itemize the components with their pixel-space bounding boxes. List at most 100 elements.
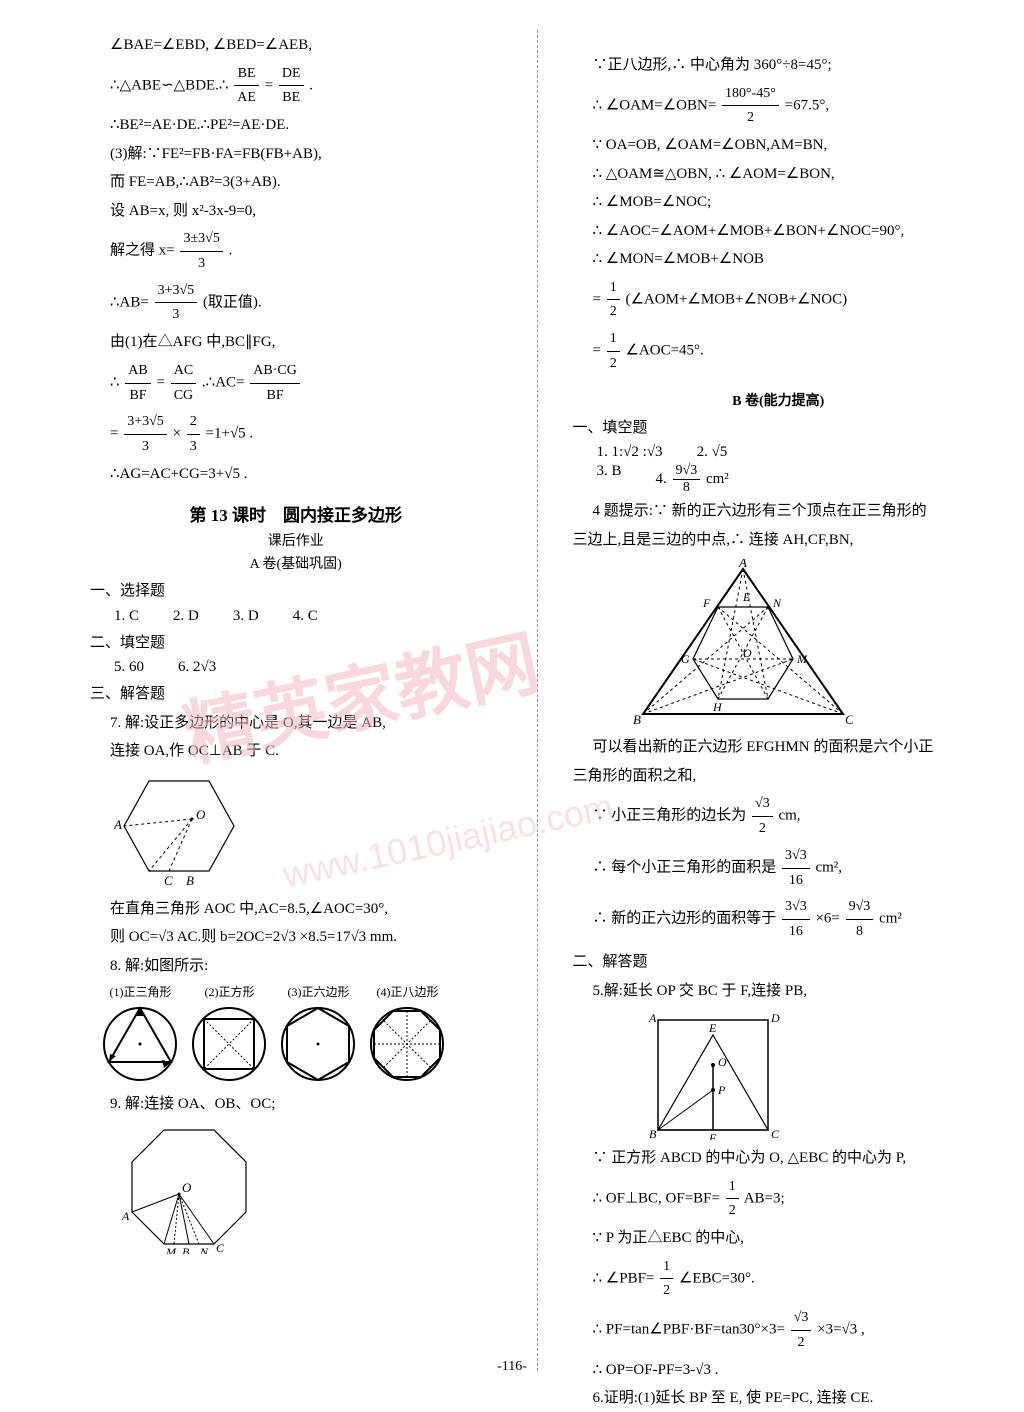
page-container: ∠BAE=∠EBD, ∠BED=∠AEB, ∴△ABE∽△BDE.∴ BEAE … — [0, 0, 1024, 1391]
text-line: 设 AB=x, 则 x²-3x-9=0, — [90, 199, 502, 225]
t: = — [157, 375, 165, 391]
t: . — [309, 77, 313, 93]
t: × — [173, 426, 185, 442]
text-line: ∴ 每个小正三角形的面积是 3√316 cm², — [573, 844, 985, 893]
text-line: (3)解:∵FE²=FB·FA=FB(FB+AB), — [90, 142, 502, 168]
fraction: 12 — [726, 1175, 739, 1224]
text-line: 解之得 x= 3±3√53 . — [90, 227, 502, 276]
t: (取正值). — [203, 294, 262, 310]
text-line: ∵ 小正三角形的边长为 √32 cm, — [573, 792, 985, 841]
t: ∴AB= — [110, 294, 149, 310]
lesson-subtitle: A 卷(基础巩固) — [90, 553, 502, 573]
fraction: ABBF — [125, 359, 150, 408]
text-line: 由(1)在△AFG 中,BC∥FG, — [90, 330, 502, 356]
text-line: 可以看出新的正六边形 EFGHMN 的面积是六个小正 — [573, 735, 985, 761]
svg-text:G: G — [681, 652, 690, 666]
answer: 2. D — [173, 608, 199, 625]
answer-row: 5. 60 6. 2√3 — [90, 659, 502, 676]
t: = — [593, 291, 601, 307]
t: ∴△ABE∽△BDE.∴ — [110, 77, 228, 93]
text-line: 则 OC=√3 AC.则 b=2OC=2√3 ×8.5=17√3 mm. — [90, 925, 502, 951]
fraction: 12 — [660, 1255, 673, 1304]
fraction: 9√38 — [846, 895, 874, 944]
text-line: ∴ ∠MON=∠MOB+∠NOB — [573, 247, 985, 273]
shape-triangle: (1)正三角形 — [98, 983, 183, 1082]
text-line: ∵ OA=OB, ∠OAM=∠OBN,AM=BN, — [573, 133, 985, 159]
shape-square: (2)正方形 — [187, 983, 272, 1082]
text-line: = 3+3√53 × 23 =1+√5 . — [90, 410, 502, 459]
answer: 4. C — [293, 608, 318, 625]
t: AB=3; — [744, 1190, 785, 1206]
svg-text:A: A — [121, 1209, 130, 1223]
shape-octagon: (4)正八边形 — [365, 983, 450, 1082]
b-title: B 卷(能力提高) — [573, 390, 985, 410]
svg-text:P: P — [717, 1083, 726, 1097]
fraction: BEAE — [234, 62, 259, 111]
t: 解之得 x= — [110, 243, 175, 259]
fraction: DEBE — [279, 62, 304, 111]
fraction: √32 — [791, 1306, 812, 1355]
figure-hexagon: O A C B — [114, 771, 502, 891]
fraction: 3+3√53 — [155, 279, 198, 328]
svg-text:A: A — [738, 559, 747, 570]
figure-octagon: O A M B N C — [114, 1124, 502, 1254]
answer: 5. 60 — [114, 659, 144, 676]
right-column: ∵正八边形,∴ 中心角为 360°÷8=45°; ∴ ∠OAM=∠OBN= 18… — [573, 30, 985, 1371]
svg-text:C: C — [771, 1127, 780, 1140]
svg-text:B: B — [182, 1245, 190, 1254]
answer-row: 3. B 4. 9√38 cm² — [573, 463, 985, 496]
text-line: ∴ △OAM≅△OBN, ∴ ∠AOM=∠BON, — [573, 162, 985, 188]
svg-text:B: B — [633, 712, 641, 727]
t: (∠AOM+∠MOB+∠NOB+∠NOC) — [625, 291, 847, 307]
svg-text:A: A — [114, 817, 122, 832]
svg-text:M: M — [796, 652, 808, 666]
svg-text:E: E — [742, 590, 751, 604]
section-heading: 二、填空题 — [90, 631, 502, 657]
text-line: = 12 ∠AOC=45°. — [573, 327, 985, 376]
column-divider — [537, 30, 538, 1371]
answer: 3. D — [233, 608, 259, 625]
text-line: ∴ ∠PBF= 12 ∠EBC=30°. — [573, 1255, 985, 1304]
t: cm² — [879, 911, 902, 927]
text-line: ∴AG=AC+CG=3+√5 . — [90, 462, 502, 488]
text-line: 7. 解:设正多边形的中心是 O,其一边是 AB, — [90, 711, 502, 737]
fraction: 3√316 — [782, 844, 810, 893]
answer: 3. B — [597, 463, 622, 496]
svg-text:M: M — [165, 1245, 177, 1254]
svg-text:C: C — [845, 712, 853, 727]
text-line: ∵正八边形,∴ 中心角为 360°÷8=45°; — [573, 53, 985, 79]
text-line: 在直角三角形 AOC 中,AC=8.5,∠AOC=30°, — [90, 897, 502, 923]
lesson-title: 第 13 课时 圆内接正多边形 — [90, 501, 502, 526]
svg-text:H: H — [712, 700, 723, 714]
svg-text:O: O — [718, 1055, 727, 1069]
svg-text:A: A — [648, 1011, 657, 1025]
text-line: 三角形的面积之和, — [573, 764, 985, 790]
text-line: ∠BAE=∠EBD, ∠BED=∠AEB, — [90, 33, 502, 59]
text-line: ∴ ∠AOC=∠AOM+∠MOB+∠BON+∠NOC=90°, — [573, 219, 985, 245]
t: ∵ 小正三角形的边长为 — [593, 808, 747, 824]
figure-triangle-hex: A B C E F N G M H O — [633, 559, 985, 729]
svg-text:B: B — [649, 1127, 657, 1140]
text-line: ∴ 新的正六边形的面积等于 3√316 ×6= 9√38 cm² — [573, 895, 985, 944]
t: = — [110, 426, 118, 442]
t: ∴ 每个小正三角形的面积是 — [593, 860, 777, 876]
fraction: √32 — [752, 792, 773, 841]
t: ∠EBC=30°. — [679, 1270, 755, 1286]
text-line: ∴△ABE∽△BDE.∴ BEAE = DEBE . — [90, 62, 502, 111]
text-line: 6.证明:(1)延长 BP 至 E, 使 PE=PC, 连接 CE. — [573, 1386, 985, 1412]
svg-text:N: N — [772, 596, 782, 610]
fraction: 23 — [187, 410, 200, 459]
text-line: ∵ 正方形 ABCD 的中心为 O, △EBC 的中心为 P, — [573, 1146, 985, 1172]
section-heading: 三、解答题 — [90, 682, 502, 708]
text-line: 8. 解:如图所示: — [90, 954, 502, 980]
section-heading: 一、填空题 — [573, 416, 985, 442]
answer: 1. C — [114, 608, 139, 625]
fraction: 3+3√53 — [124, 410, 167, 459]
answer: 4. 9√38 cm² — [656, 463, 729, 496]
lesson-subtitle: 课后作业 — [90, 530, 502, 550]
fraction: ACCG — [171, 359, 196, 408]
fraction: 9√38 — [673, 463, 701, 496]
svg-text:E: E — [708, 1021, 717, 1035]
svg-text:B: B — [186, 873, 194, 888]
fraction: 3√316 — [782, 895, 810, 944]
